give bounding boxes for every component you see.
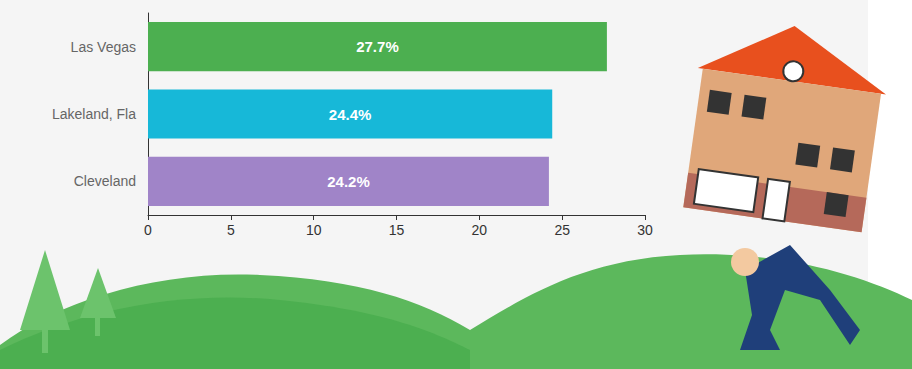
svg-text:20: 20 [472,222,488,238]
svg-text:24.2%: 24.2% [327,173,370,190]
svg-text:15: 15 [389,222,405,238]
svg-text:27.7%: 27.7% [356,38,399,55]
svg-text:10: 10 [306,222,322,238]
svg-text:24.4%: 24.4% [329,106,372,123]
svg-text:Cleveland: Cleveland [74,173,136,189]
svg-text:0: 0 [144,222,152,238]
svg-text:Lakeland, Fla: Lakeland, Fla [52,106,136,122]
svg-text:30: 30 [637,222,653,238]
svg-text:5: 5 [227,222,235,238]
svg-text:25: 25 [554,222,570,238]
svg-text:Las Vegas: Las Vegas [71,39,136,55]
